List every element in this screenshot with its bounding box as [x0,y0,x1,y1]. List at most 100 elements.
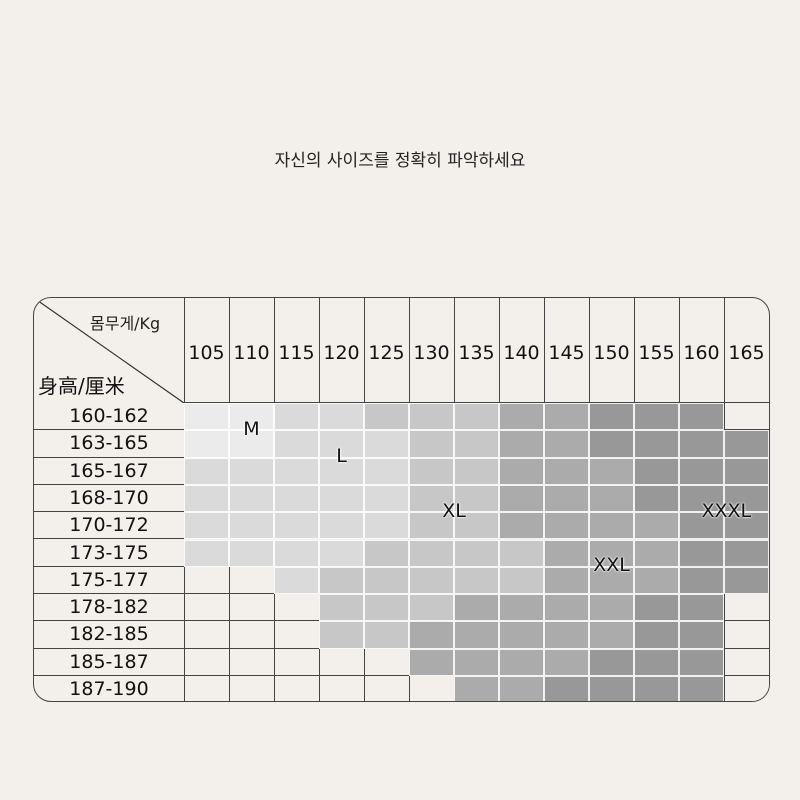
size-cell [274,512,319,540]
size-cell [184,539,229,567]
weight-header: 155 [638,342,675,364]
size-label-m: M [243,417,260,440]
weight-header-cell [499,298,544,403]
size-cell [454,539,499,567]
size-cell [589,648,634,676]
weight-header-cell [544,298,589,403]
size-cell [454,403,499,431]
size-cell [184,457,229,485]
size-cell [679,621,724,649]
size-cell [229,403,274,431]
size-cell [454,621,499,649]
size-cell [454,512,499,540]
weight-header-cell [454,298,499,403]
weight-header-cell [274,298,319,403]
size-cell [364,566,409,595]
size-label-l: L [336,444,347,467]
size-cell [454,676,499,701]
weight-header-cell [589,298,634,403]
size-cell [229,457,274,485]
size-cell [319,512,364,540]
size-cell [184,403,229,431]
size-cell [454,648,499,676]
size-cell [724,566,769,595]
size-cell [319,484,364,513]
height-row-label-cell [34,403,184,431]
size-cell [364,403,409,431]
size-cell [499,648,544,676]
size-cell [589,621,634,649]
size-cell [544,484,589,513]
size-cell [679,676,724,701]
size-cell [679,430,724,458]
size-cell [499,676,544,701]
height-row-label: 185-187 [69,650,149,673]
size-cell [229,430,274,458]
size-cell [634,512,679,540]
size-cell [634,676,679,701]
size-cell [589,594,634,622]
size-cell [409,430,454,458]
size-cell [544,430,589,458]
height-row-label: 170-172 [69,514,149,537]
size-label-xl: XL [442,499,466,522]
size-cell [724,457,769,485]
size-cell [589,484,634,513]
size-cell [724,594,769,622]
size-cell [634,539,679,567]
height-row-label: 168-170 [69,486,149,509]
size-cell [634,403,679,431]
size-cell [724,648,769,676]
size-label-xxl: XXL [593,554,630,577]
size-cell [274,430,319,458]
size-cell [319,457,364,485]
size-cell [409,648,454,676]
size-cell [184,594,229,622]
weight-header-cell [229,298,274,403]
height-row-label-cell [34,540,184,567]
size-cell [454,484,499,513]
size-cell [364,512,409,540]
size-cell [544,403,589,431]
height-row-label: 165-167 [69,459,149,482]
size-cell [499,621,544,649]
size-cell [184,566,229,595]
size-cell [544,457,589,485]
size-cell [409,484,454,513]
size-chart-table: 몸무게/Kg 身高/厘米 105 110 115 120 125 130 135 140 145… [33,297,770,702]
size-cell [499,512,544,540]
size-cell [184,621,229,649]
size-cell [499,566,544,595]
size-cell [724,512,769,540]
size-cell [679,594,724,622]
weight-header-cell [409,298,454,403]
size-cell [184,430,229,458]
size-cell [409,403,454,431]
height-row-label-cell [34,485,184,513]
size-cell [679,512,724,540]
size-cell [319,594,364,622]
size-cell [364,457,409,485]
size-cell [409,594,454,622]
size-cell [724,403,769,431]
height-row-label: 178-182 [69,596,149,619]
size-cell [229,539,274,567]
size-cell [364,676,409,701]
size-cell [454,457,499,485]
height-axis-label: 身高/厘米 [38,374,125,398]
weight-header-cell [364,298,409,403]
size-cell [589,430,634,458]
weight-header-cell [724,298,769,403]
size-cell [589,539,634,567]
size-cell [409,621,454,649]
weight-header-cell [319,298,364,403]
size-cell [364,648,409,676]
height-row-label-cell [34,621,184,649]
weight-header: 160 [683,342,720,364]
size-cell [724,539,769,567]
size-cell [544,648,589,676]
size-cell [274,457,319,485]
size-cell [589,457,634,485]
height-row-label-cell [34,594,184,622]
height-row-label: 175-177 [69,568,149,591]
